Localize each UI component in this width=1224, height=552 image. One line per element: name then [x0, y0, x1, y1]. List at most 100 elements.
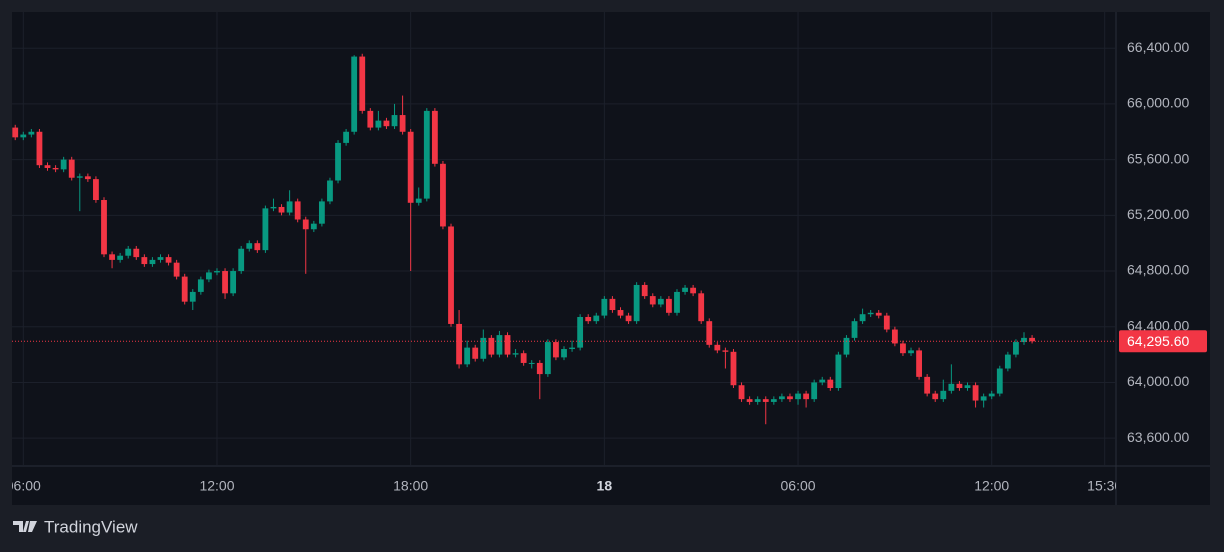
x-tick-label: 12:00 — [199, 478, 234, 494]
candle-body — [294, 201, 301, 220]
candle-body — [544, 342, 551, 375]
candle-body — [206, 272, 212, 280]
candle-body — [93, 179, 99, 201]
candle-body — [641, 284, 648, 297]
brand[interactable]: TradingView — [13, 517, 138, 536]
candle-body — [585, 316, 592, 322]
chart-background — [12, 12, 1210, 505]
candle-body — [536, 362, 543, 375]
candle-body — [101, 200, 107, 255]
candle-body — [875, 312, 882, 316]
candle-body — [335, 142, 341, 181]
candle-body — [36, 131, 43, 166]
candle-body — [609, 298, 616, 311]
candle-body — [133, 248, 140, 258]
candle-body — [197, 279, 204, 292]
candle-body — [60, 159, 67, 170]
candle-body — [827, 379, 834, 389]
candle-body — [811, 382, 818, 400]
candle-body — [141, 257, 148, 265]
candle-body — [851, 321, 858, 338]
candle-body — [908, 350, 914, 354]
candle-body — [448, 226, 454, 324]
candle-body — [682, 287, 688, 292]
y-tick-label: 66,000.00 — [1127, 95, 1189, 111]
candle-body — [730, 351, 737, 386]
candle-body — [1029, 337, 1035, 342]
candle-body — [270, 206, 277, 209]
candle-body — [351, 56, 358, 132]
candle-body — [706, 321, 713, 345]
candle-body — [391, 115, 398, 127]
brand-name: TradingView — [44, 517, 138, 536]
x-tick-label: 06:00 — [781, 478, 816, 494]
candles — [12, 53, 1116, 425]
candle-body — [278, 206, 285, 213]
candle-body — [787, 396, 793, 400]
candle-body — [625, 315, 632, 322]
candle-body — [359, 56, 366, 111]
candle-body — [666, 298, 672, 313]
candle-body — [722, 350, 729, 352]
y-tick-label: 65,600.00 — [1127, 150, 1189, 166]
candle-body — [674, 291, 680, 313]
candle-body — [318, 201, 325, 224]
candle-body — [68, 159, 75, 178]
candle-body — [488, 337, 495, 355]
candle-body — [972, 385, 979, 401]
candle-body — [157, 257, 164, 260]
y-tick-label: 63,600.00 — [1127, 429, 1189, 445]
candle-body — [1004, 354, 1011, 369]
candle-body — [286, 201, 293, 213]
last-price-box — [1119, 330, 1207, 353]
candle-body — [891, 329, 898, 344]
candle-body — [649, 296, 656, 305]
candle-body — [52, 167, 59, 170]
candle-body — [916, 350, 922, 377]
candle-body — [633, 284, 640, 322]
candle-body — [746, 399, 753, 402]
candle-body — [948, 383, 955, 391]
candle-body — [407, 131, 414, 203]
candle-body — [835, 354, 842, 389]
candle-body — [520, 353, 527, 363]
candle-body — [12, 127, 19, 138]
candle-body — [472, 347, 479, 359]
candle-body — [189, 291, 196, 302]
candle-body — [230, 271, 237, 294]
candle-body — [76, 176, 83, 178]
candle-body — [125, 248, 132, 256]
candle-body — [367, 110, 374, 128]
candle-body — [512, 353, 519, 355]
candle-body — [496, 335, 503, 355]
candle-body — [690, 287, 697, 294]
candle-body — [924, 376, 931, 394]
candle-body — [996, 368, 1003, 394]
candle-body — [310, 223, 317, 230]
candle-body — [795, 393, 801, 400]
candle-body — [214, 271, 220, 273]
price-axis: 66,400.00 66,000.00 65,600.00 65,200.00 64,8… — [1119, 39, 1207, 445]
candle-body — [553, 342, 559, 358]
candle-body — [569, 347, 575, 350]
y-tick-label: 65,200.00 — [1127, 206, 1189, 222]
candle-body — [440, 163, 446, 227]
y-tick-label: 64,000.00 — [1127, 373, 1189, 389]
candle-body — [932, 393, 939, 400]
candle-body — [883, 315, 890, 330]
candle-body — [302, 219, 309, 230]
candle-body — [762, 399, 769, 402]
candle-body — [859, 314, 866, 322]
candle-body — [940, 390, 947, 400]
candle-body — [415, 198, 422, 203]
candle-body — [900, 343, 906, 354]
candle-body — [343, 131, 350, 143]
last-price-label: 64,295.60 — [1127, 333, 1189, 349]
candle-body — [980, 396, 987, 401]
candle-body — [988, 393, 995, 397]
candle-body — [431, 110, 438, 164]
candle-body — [383, 120, 390, 127]
candle-body — [117, 255, 124, 260]
candle-body — [528, 362, 535, 364]
